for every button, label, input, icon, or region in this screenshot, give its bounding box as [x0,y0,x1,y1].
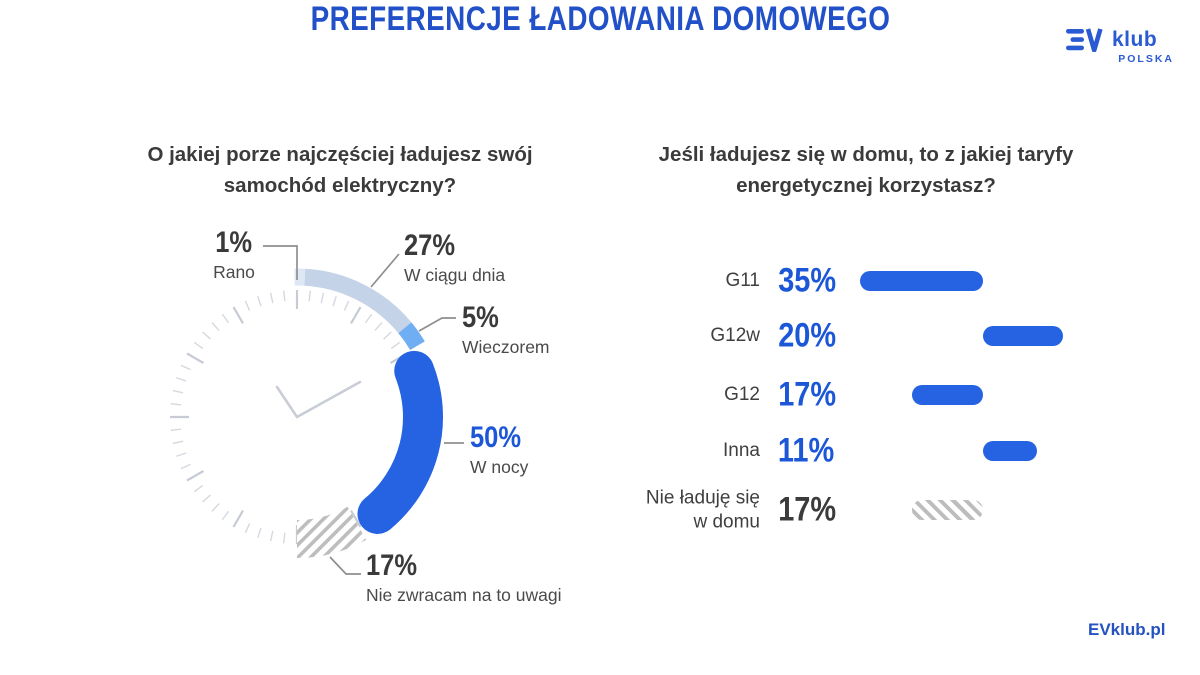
tariff-bar [983,326,1063,346]
logo-klub-text: klub [1112,28,1158,51]
clock-segment-label: W ciągu dnia [404,265,506,285]
question-tariff: Jeśli ładujesz się w domu, to z jakiej t… [658,143,1074,197]
tariff-value: 17% [778,490,837,529]
clock-segment-label: Wieczorem [462,337,550,357]
tariff-category-label: G12 [724,384,760,406]
tariff-category-label: G12w [710,325,760,347]
tariff-row-g11: G11 35% [640,259,1100,303]
tariff-category-label: Nie ładuję się w domu [645,487,760,532]
clock-label-2: 27% W ciągu dnia [404,231,505,285]
tariff-bar-track [855,271,1090,291]
tariff-bar-track [855,441,1090,461]
tariff-value: 35% [778,261,837,300]
ev-logo-icon [1066,28,1103,52]
clock-label-3: 5% Wieczorem [462,303,550,357]
clock-label-4: 50% W nocy [470,423,530,477]
page-title: PREFERENCJE ŁADOWANIA DOMOWEGO [310,0,890,38]
tariff-value: 11% [777,431,835,470]
clock-label-5: 17% Nie zwracam na to uwagi [366,551,562,605]
tariff-row-inna: Inna 11% [640,429,1100,473]
tariff-bar-track [855,326,1090,346]
tariff-value: 17% [778,375,837,414]
tariff-value: 20% [778,316,837,355]
clock-segment-label: Rano [213,262,255,282]
question-charging-time: O jakiej porze najczęściej ładujesz swój… [147,143,533,197]
tariff-bar [860,271,983,291]
clock-value: 17% [366,549,418,582]
clock-segment-label: Nie zwracam na to uwagi [366,585,562,605]
tariff-row-g12: G12 17% [640,373,1100,417]
evklub-logo: klub POLSKA [1066,28,1176,65]
clock-label-1: 1% Rano [198,228,270,282]
footer-website-link[interactable]: EVklub.pl [1088,620,1166,639]
clock-value: 5% [462,301,499,334]
clock-value: 27% [404,229,456,262]
tariff-bar [912,500,983,520]
tariff-bar-track [855,500,1090,520]
tariff-row-nie-aduj-si-w-domu: Nie ładuję się w domu 17% [640,487,1100,532]
clock-segment-label: W nocy [470,457,529,477]
clock-value: 50% [470,421,522,454]
tariff-bar [983,441,1037,461]
tariff-category-label: G11 [725,270,760,292]
tariff-row-g12w: G12w 20% [640,314,1100,358]
logo-polska-text: POLSKA [1118,53,1174,65]
tariff-bar-track [855,385,1090,405]
tariff-category-label: Inna [723,440,760,462]
clock-value: 1% [215,226,253,259]
tariff-bar [912,385,983,405]
